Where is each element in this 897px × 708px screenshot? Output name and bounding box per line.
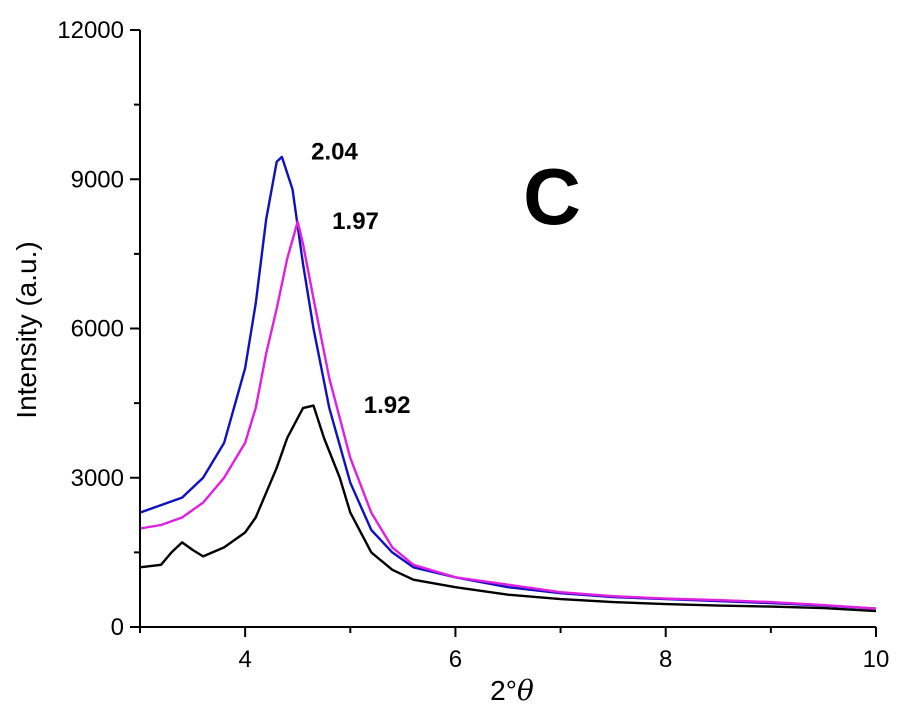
peak-label: 2.04 (311, 138, 358, 165)
x-tick-label: 4 (238, 646, 251, 673)
y-tick-label: 6000 (71, 316, 124, 343)
x-axis-title-prefix: 2° (490, 675, 517, 706)
y-tick-label: 3000 (71, 465, 124, 492)
y-tick-label: 9000 (71, 166, 124, 193)
panel-label: C (523, 152, 581, 241)
x-axis-title-symbol: θ (517, 674, 534, 707)
y-axis-title: Intensity (a.u.) (11, 241, 42, 418)
y-tick-label: 0 (111, 614, 124, 641)
x-axis-title: 2°θ (490, 674, 534, 707)
series-line-1 (139, 155, 877, 610)
series-layer (139, 155, 877, 613)
axes-layer: 0 3000 6000 9000 12000 4 6 8 10 (57, 17, 889, 673)
labels-layer: 2.04 1.97 1.92 (311, 138, 410, 419)
x-tick-label: 8 (659, 646, 672, 673)
y-tick-label: 12000 (57, 17, 124, 44)
series-line-2 (139, 220, 877, 610)
series-line-3 (139, 404, 877, 613)
x-tick-label: 6 (449, 646, 462, 673)
peak-label: 1.92 (364, 392, 411, 419)
x-tick-label: 10 (863, 646, 890, 673)
peak-label: 1.97 (332, 208, 379, 235)
